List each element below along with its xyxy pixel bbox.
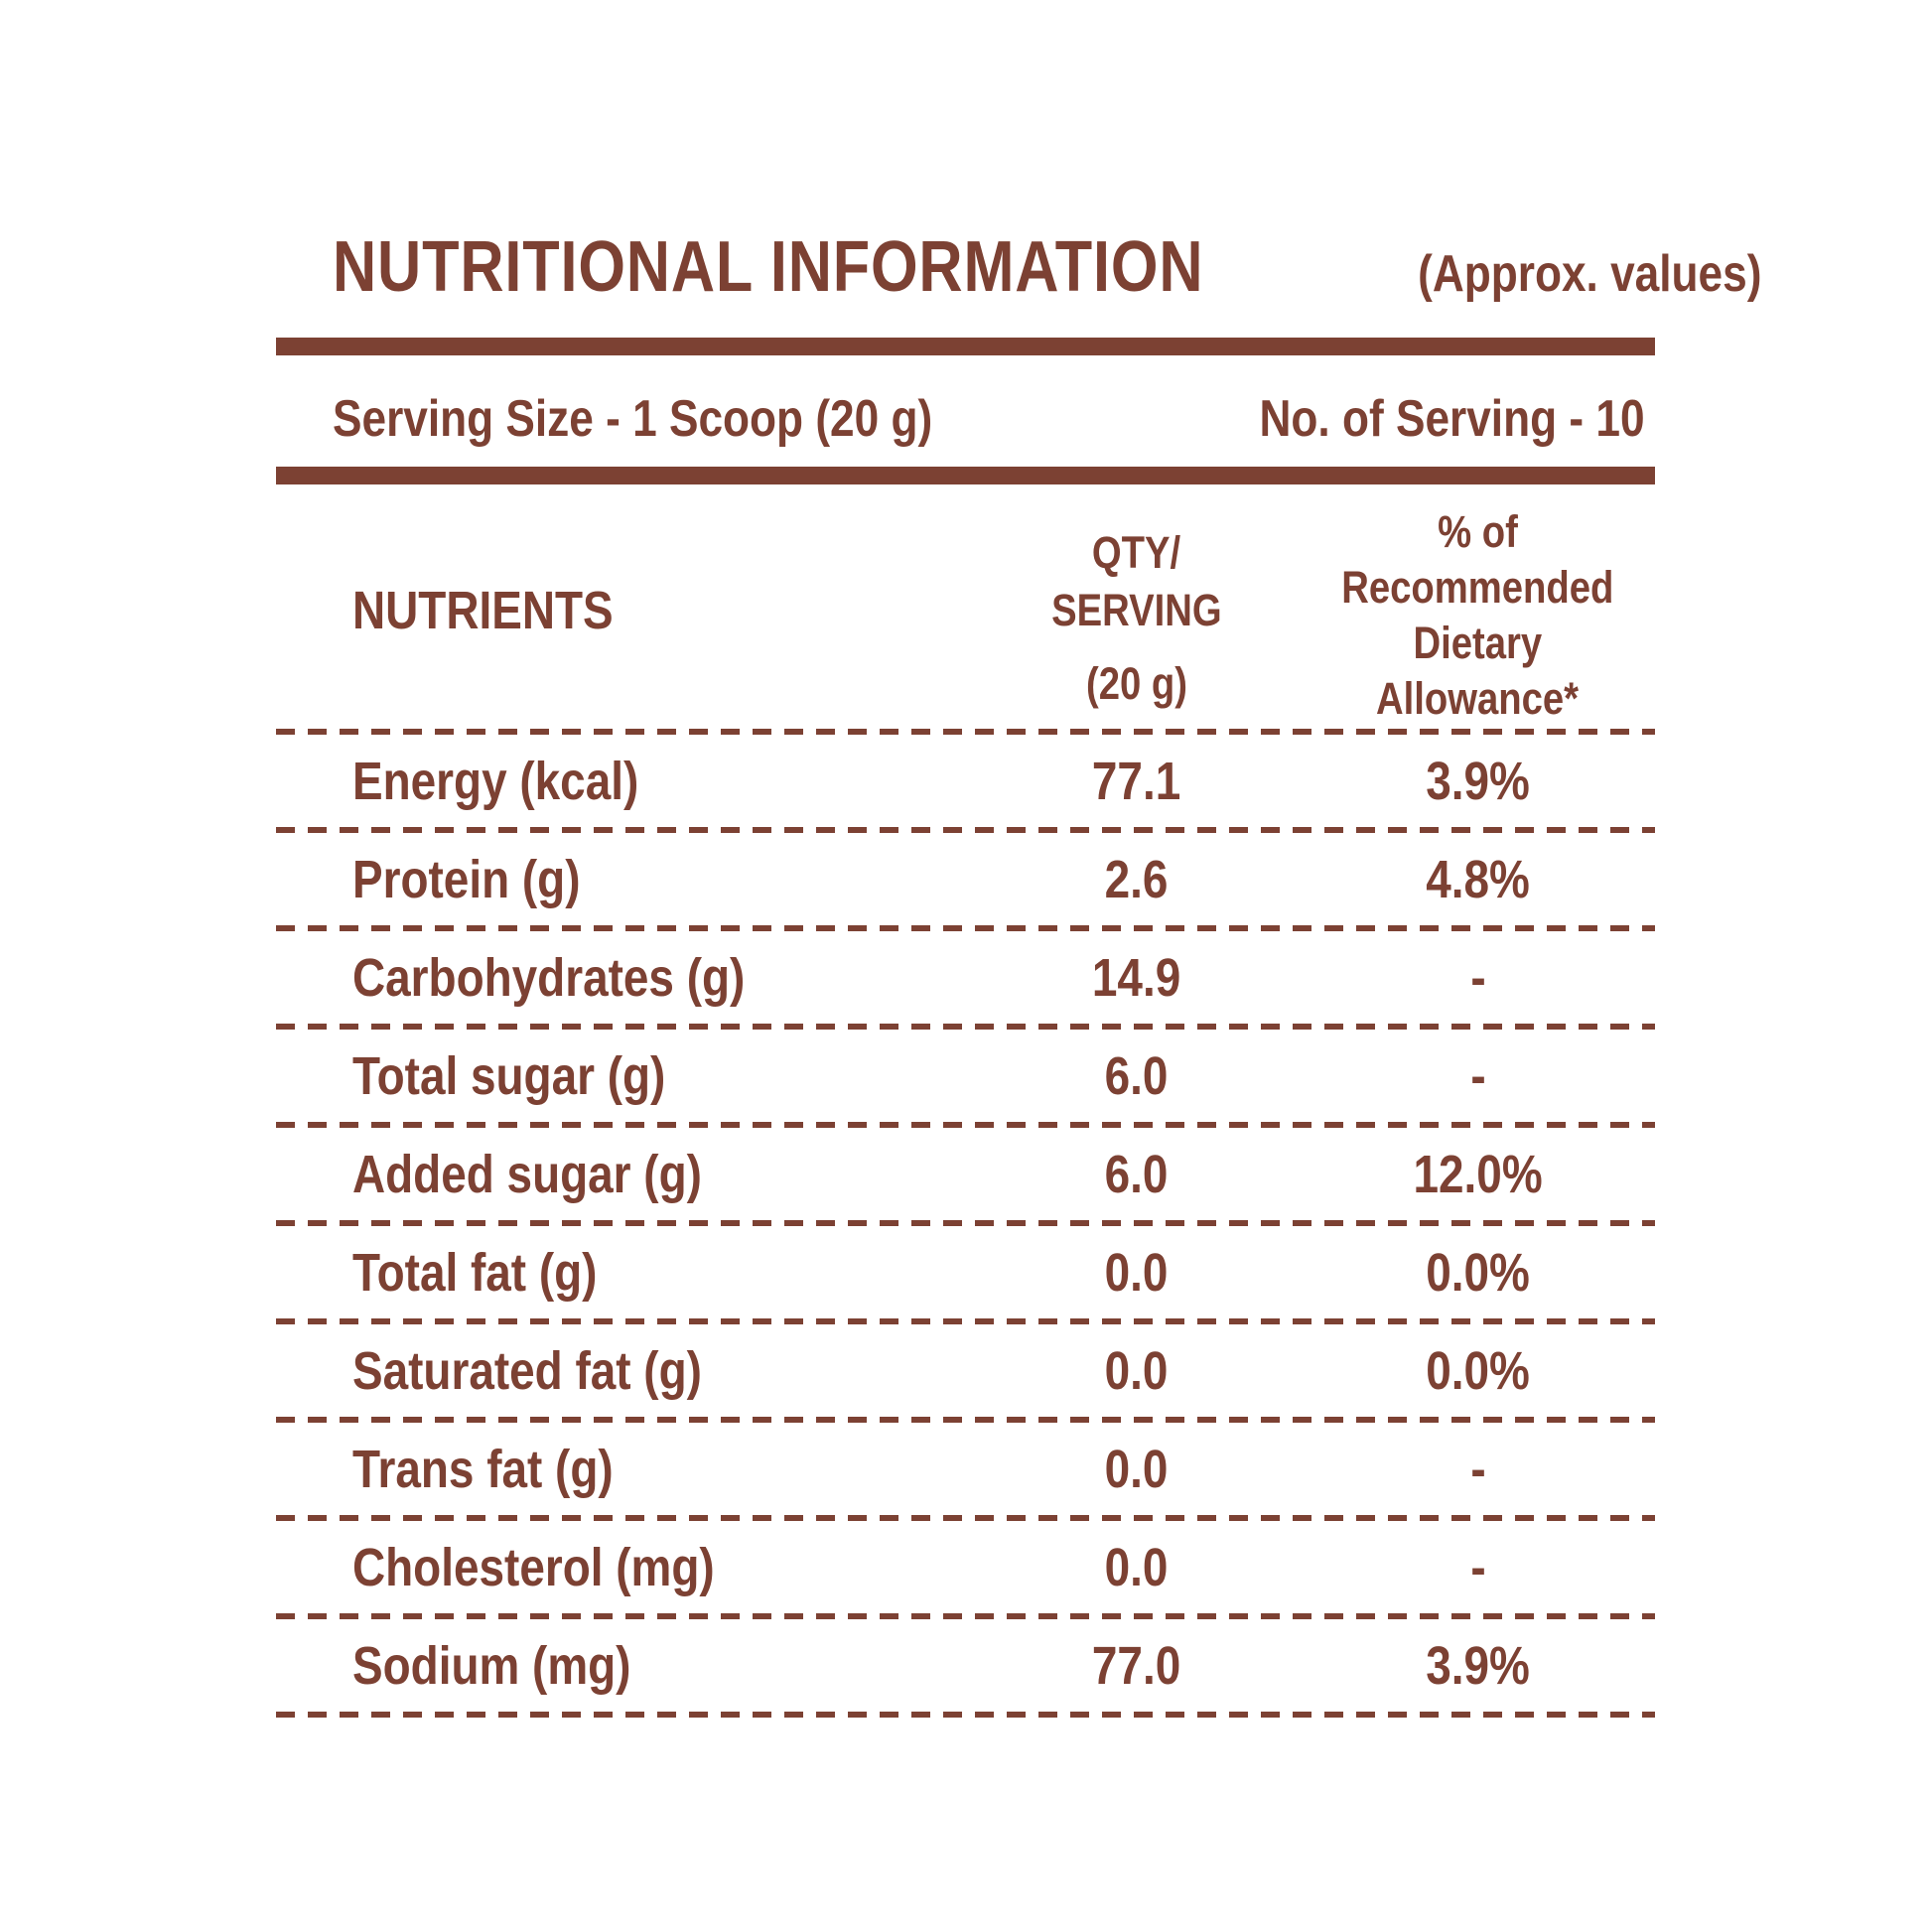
qty-value: 77.0 xyxy=(1092,1635,1181,1696)
page-title: NUTRITIONAL INFORMATION xyxy=(333,227,1204,307)
table-row-carbohydrates: Carbohydrates (g) 14.9 - xyxy=(276,931,1655,1024)
column-header-rda: % of Recommended Dietary Allowance* xyxy=(1341,506,1614,724)
dashed-divider xyxy=(276,1613,1655,1619)
rda-value: - xyxy=(1469,947,1486,1008)
rda-value: 0.0% xyxy=(1426,1242,1530,1303)
nutrient-name: Energy (kcal) xyxy=(352,751,639,811)
table-row-total-sugar: Total sugar (g) 6.0 - xyxy=(276,1030,1655,1122)
rda-value: 4.8% xyxy=(1426,849,1530,909)
nutrient-name: Cholesterol (mg) xyxy=(352,1537,715,1597)
qty-value: 77.1 xyxy=(1092,751,1181,811)
rda-value: - xyxy=(1469,1439,1486,1499)
serving-size-label: Serving Size - 1 Scoop (20 g) xyxy=(333,390,933,448)
dashed-divider xyxy=(276,1024,1655,1030)
nutrient-name: Total fat (g) xyxy=(352,1242,598,1303)
table-row-cholesterol: Cholesterol (mg) 0.0 - xyxy=(276,1521,1655,1613)
table-header-row: NUTRIENTS QTY/ SERVING (20 g) % of Recom… xyxy=(276,484,1655,729)
nutrition-panel: NUTRITIONAL INFORMATION (Approx. values)… xyxy=(276,0,1762,1718)
nutrient-name: Saturated fat (g) xyxy=(352,1340,702,1401)
rda-value: - xyxy=(1469,1537,1486,1597)
dashed-divider xyxy=(276,1220,1655,1226)
dashed-divider xyxy=(276,1318,1655,1324)
column-header-nutrients: NUTRIENTS xyxy=(352,581,614,640)
dashed-divider xyxy=(276,1122,1655,1128)
nutrient-name: Carbohydrates (g) xyxy=(352,947,746,1008)
dashed-divider xyxy=(276,1417,1655,1423)
approx-values-note: (Approx. values) xyxy=(1418,245,1762,303)
table-row-sodium: Sodium (mg) 77.0 3.9% xyxy=(276,1619,1655,1712)
dashed-divider xyxy=(276,925,1655,931)
rda-value: - xyxy=(1469,1045,1486,1106)
nutrient-name: Sodium (mg) xyxy=(352,1635,631,1696)
nutrient-name: Protein (g) xyxy=(352,849,581,909)
rda-value: 3.9% xyxy=(1426,1635,1530,1696)
rda-value: 12.0% xyxy=(1413,1144,1543,1204)
dashed-divider xyxy=(276,1515,1655,1521)
qty-value: 6.0 xyxy=(1105,1045,1169,1106)
dashed-divider xyxy=(276,827,1655,833)
panel-header: NUTRITIONAL INFORMATION (Approx. values) xyxy=(276,0,1762,308)
table-row-trans-fat: Trans fat (g) 0.0 - xyxy=(276,1423,1655,1515)
mid-divider xyxy=(276,467,1655,484)
dashed-divider xyxy=(276,729,1655,735)
qty-value: 2.6 xyxy=(1105,849,1169,909)
serving-count-label: No. of Serving - 10 xyxy=(1259,390,1645,448)
qty-value: 0.0 xyxy=(1105,1439,1169,1499)
qty-value: 0.0 xyxy=(1105,1537,1169,1597)
nutrient-name: Added sugar (g) xyxy=(352,1144,702,1204)
column-header-qty-serving: QTY/ SERVING (20 g) xyxy=(1051,527,1222,709)
qty-value: 14.9 xyxy=(1092,947,1181,1008)
nutrient-name: Trans fat (g) xyxy=(352,1439,614,1499)
dashed-divider xyxy=(276,1712,1655,1718)
nutrient-name: Total sugar (g) xyxy=(352,1045,666,1106)
table-row-protein: Protein (g) 2.6 4.8% xyxy=(276,833,1655,925)
qty-value: 0.0 xyxy=(1105,1242,1169,1303)
top-divider xyxy=(276,338,1655,355)
table-row-total-fat: Total fat (g) 0.0 0.0% xyxy=(276,1226,1655,1318)
serving-info-row: Serving Size - 1 Scoop (20 g) No. of Ser… xyxy=(276,389,1655,449)
table-row-saturated-fat: Saturated fat (g) 0.0 0.0% xyxy=(276,1324,1655,1417)
qty-value: 6.0 xyxy=(1105,1144,1169,1204)
qty-value: 0.0 xyxy=(1105,1340,1169,1401)
rda-value: 3.9% xyxy=(1426,751,1530,811)
rda-value: 0.0% xyxy=(1426,1340,1530,1401)
table-row-added-sugar: Added sugar (g) 6.0 12.0% xyxy=(276,1128,1655,1220)
table-row-energy: Energy (kcal) 77.1 3.9% xyxy=(276,735,1655,827)
